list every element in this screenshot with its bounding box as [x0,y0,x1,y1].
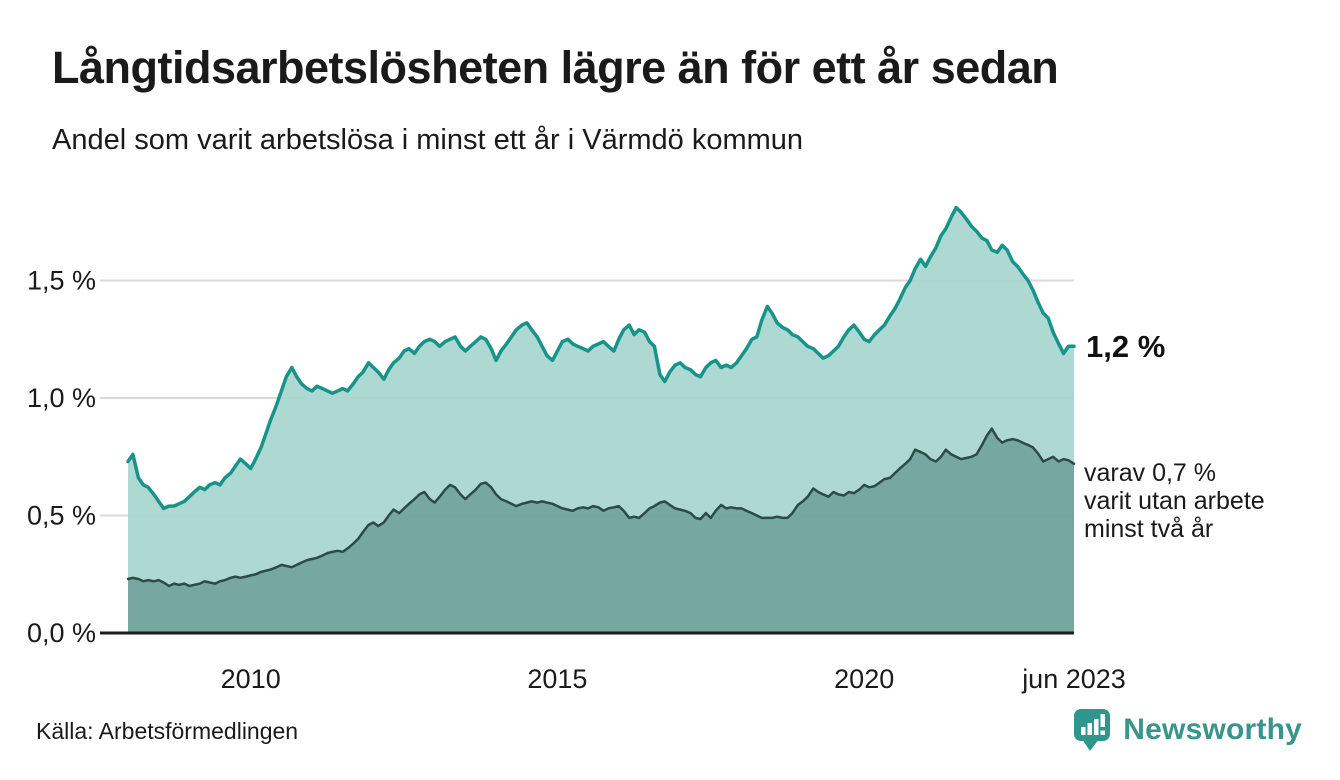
newsworthy-wordmark: Newsworthy [1123,713,1302,746]
newsworthy-brand: Newsworthy [1073,708,1302,752]
x-axis-label: jun 2023 [1021,664,1126,694]
x-axis-label: 2015 [527,664,587,694]
x-axis-label: 2010 [221,664,281,694]
two-year-annotation: varav 0,7 % varit utan arbete minst två … [1084,459,1265,543]
two-year-annotation-line3: minst två år [1084,515,1214,543]
y-axis-label: 1,0 % [27,383,96,413]
y-axis-label: 0,5 % [27,501,96,531]
two-year-annotation-line1: varav 0,7 % [1084,459,1217,487]
page-title: Långtidsarbetslösheten lägre än för ett … [52,42,1059,93]
y-axis-label: 0,0 % [27,618,96,648]
latest-value-annotation: 1,2 % [1086,329,1166,364]
page-subtitle: Andel som varit arbetslösa i minst ett å… [52,124,804,156]
y-axis-label: 1,5 % [27,266,96,296]
newsworthy-logo-icon [1074,709,1111,751]
area-two-years [128,428,1074,633]
x-axis-label: 2020 [834,664,894,694]
source-credit: Källa: Arbetsförmedlingen [36,718,299,744]
two-year-annotation-line2: varit utan arbete [1084,487,1265,515]
series-line-total-one-year [126,205,1076,511]
series-line-two-years [126,427,1076,588]
